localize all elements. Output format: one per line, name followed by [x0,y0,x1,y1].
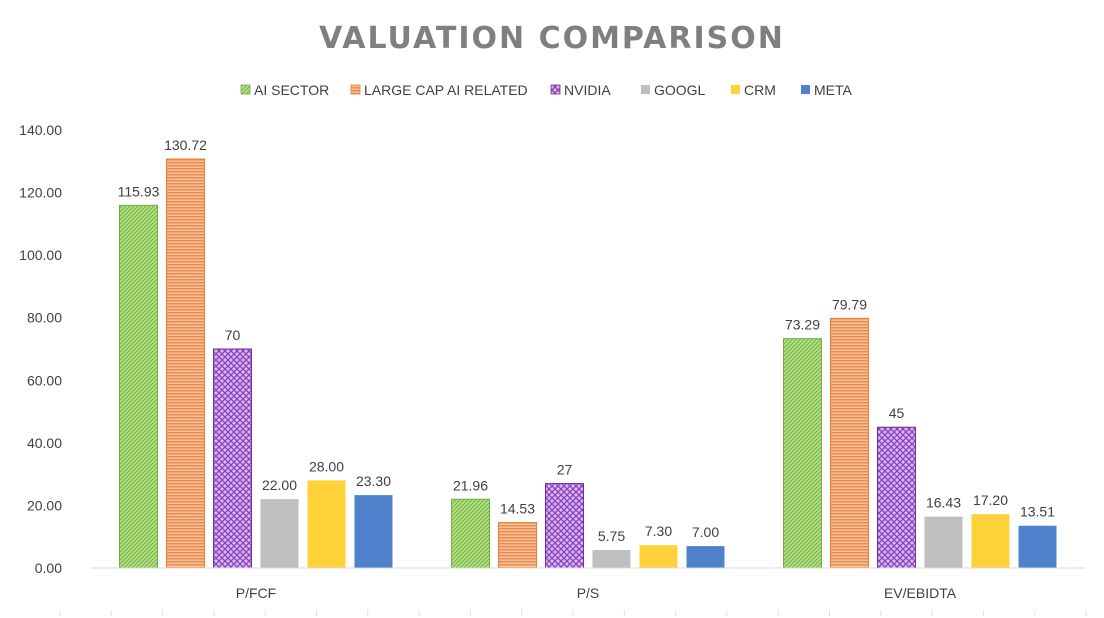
bar [166,158,205,569]
y-axis: 0.00 20.00 40.00 60.00 80.00 100.00 120.00 140.… [19,122,62,576]
y-tick-label: 100.00 [19,247,62,263]
bar [213,348,252,569]
bar [498,522,537,569]
data-label: 130.72 [164,137,207,153]
x-category-label: P/FCF [236,585,276,601]
legend-label: NVIDIA [564,82,611,98]
chart-legend: AI SECTOR LARGE CAP AI RELATED NVIDIA GOOGL… [240,82,853,98]
legend-swatch [350,84,361,95]
legend-item: LARGE CAP AI RELATED [350,82,528,98]
x-category-label: EV/EBIDTA [884,585,957,601]
bar [119,204,158,569]
data-label: 28.00 [309,458,344,474]
legend-swatch [240,84,251,95]
y-tick-label: 140.00 [19,122,62,138]
data-label: 27 [557,462,573,478]
legend-label: META [814,82,853,98]
x-category-label: P/S [577,585,600,601]
legend-swatch [731,85,740,94]
data-label: 14.53 [500,501,535,517]
chart-title: VALUATION COMPARISON [319,21,785,56]
data-label: 22.00 [262,477,297,493]
x-axis: P/FCF P/S EV/EBIDTA [59,567,1087,616]
bar [877,426,916,569]
legend-swatch [641,85,650,94]
data-label: 16.43 [926,495,961,511]
legend-item: NVIDIA [550,82,611,98]
bar-plot-area: 115.93 130.72 70 22.00 28.00 23.30 21.96 14.53 2… [118,137,1057,569]
legend-item: AI SECTOR [240,82,329,98]
bar [830,317,869,569]
data-label: 23.30 [356,473,391,489]
data-label: 7.30 [645,523,672,539]
data-label: 21.96 [453,477,488,493]
bar [260,499,299,568]
legend-item: CRM [731,82,776,98]
legend-label: CRM [744,82,776,98]
data-label: 17.20 [973,492,1008,508]
legend-label: AI SECTOR [254,82,329,98]
data-label: 70 [225,327,241,343]
legend-swatch [801,85,810,94]
data-label: 45 [889,405,905,421]
data-label: 5.75 [598,528,625,544]
y-tick-label: 60.00 [27,372,62,388]
y-tick-label: 120.00 [19,185,62,201]
bar [307,480,346,568]
bar [686,546,725,568]
bar [971,514,1010,568]
data-label: 115.93 [118,183,160,199]
legend-label: GOOGL [654,82,706,98]
legend-label: LARGE CAP AI RELATED [364,82,528,98]
y-tick-label: 40.00 [27,435,62,451]
bar [451,498,490,569]
bar [545,483,584,569]
data-label: 13.51 [1020,504,1055,520]
bar [1018,525,1057,568]
data-label: 79.79 [832,296,867,312]
bar [639,545,678,568]
data-label: 7.00 [692,524,719,540]
y-tick-label: 0.00 [35,560,62,576]
legend-swatch [550,84,561,95]
y-tick-label: 20.00 [27,497,62,513]
data-label: 73.29 [785,317,820,333]
bar [592,550,631,568]
bar [783,338,822,569]
bar [354,495,393,568]
y-tick-label: 80.00 [27,310,62,326]
bar [924,516,963,568]
legend-item: GOOGL [641,82,706,98]
legend-item: META [801,82,853,98]
